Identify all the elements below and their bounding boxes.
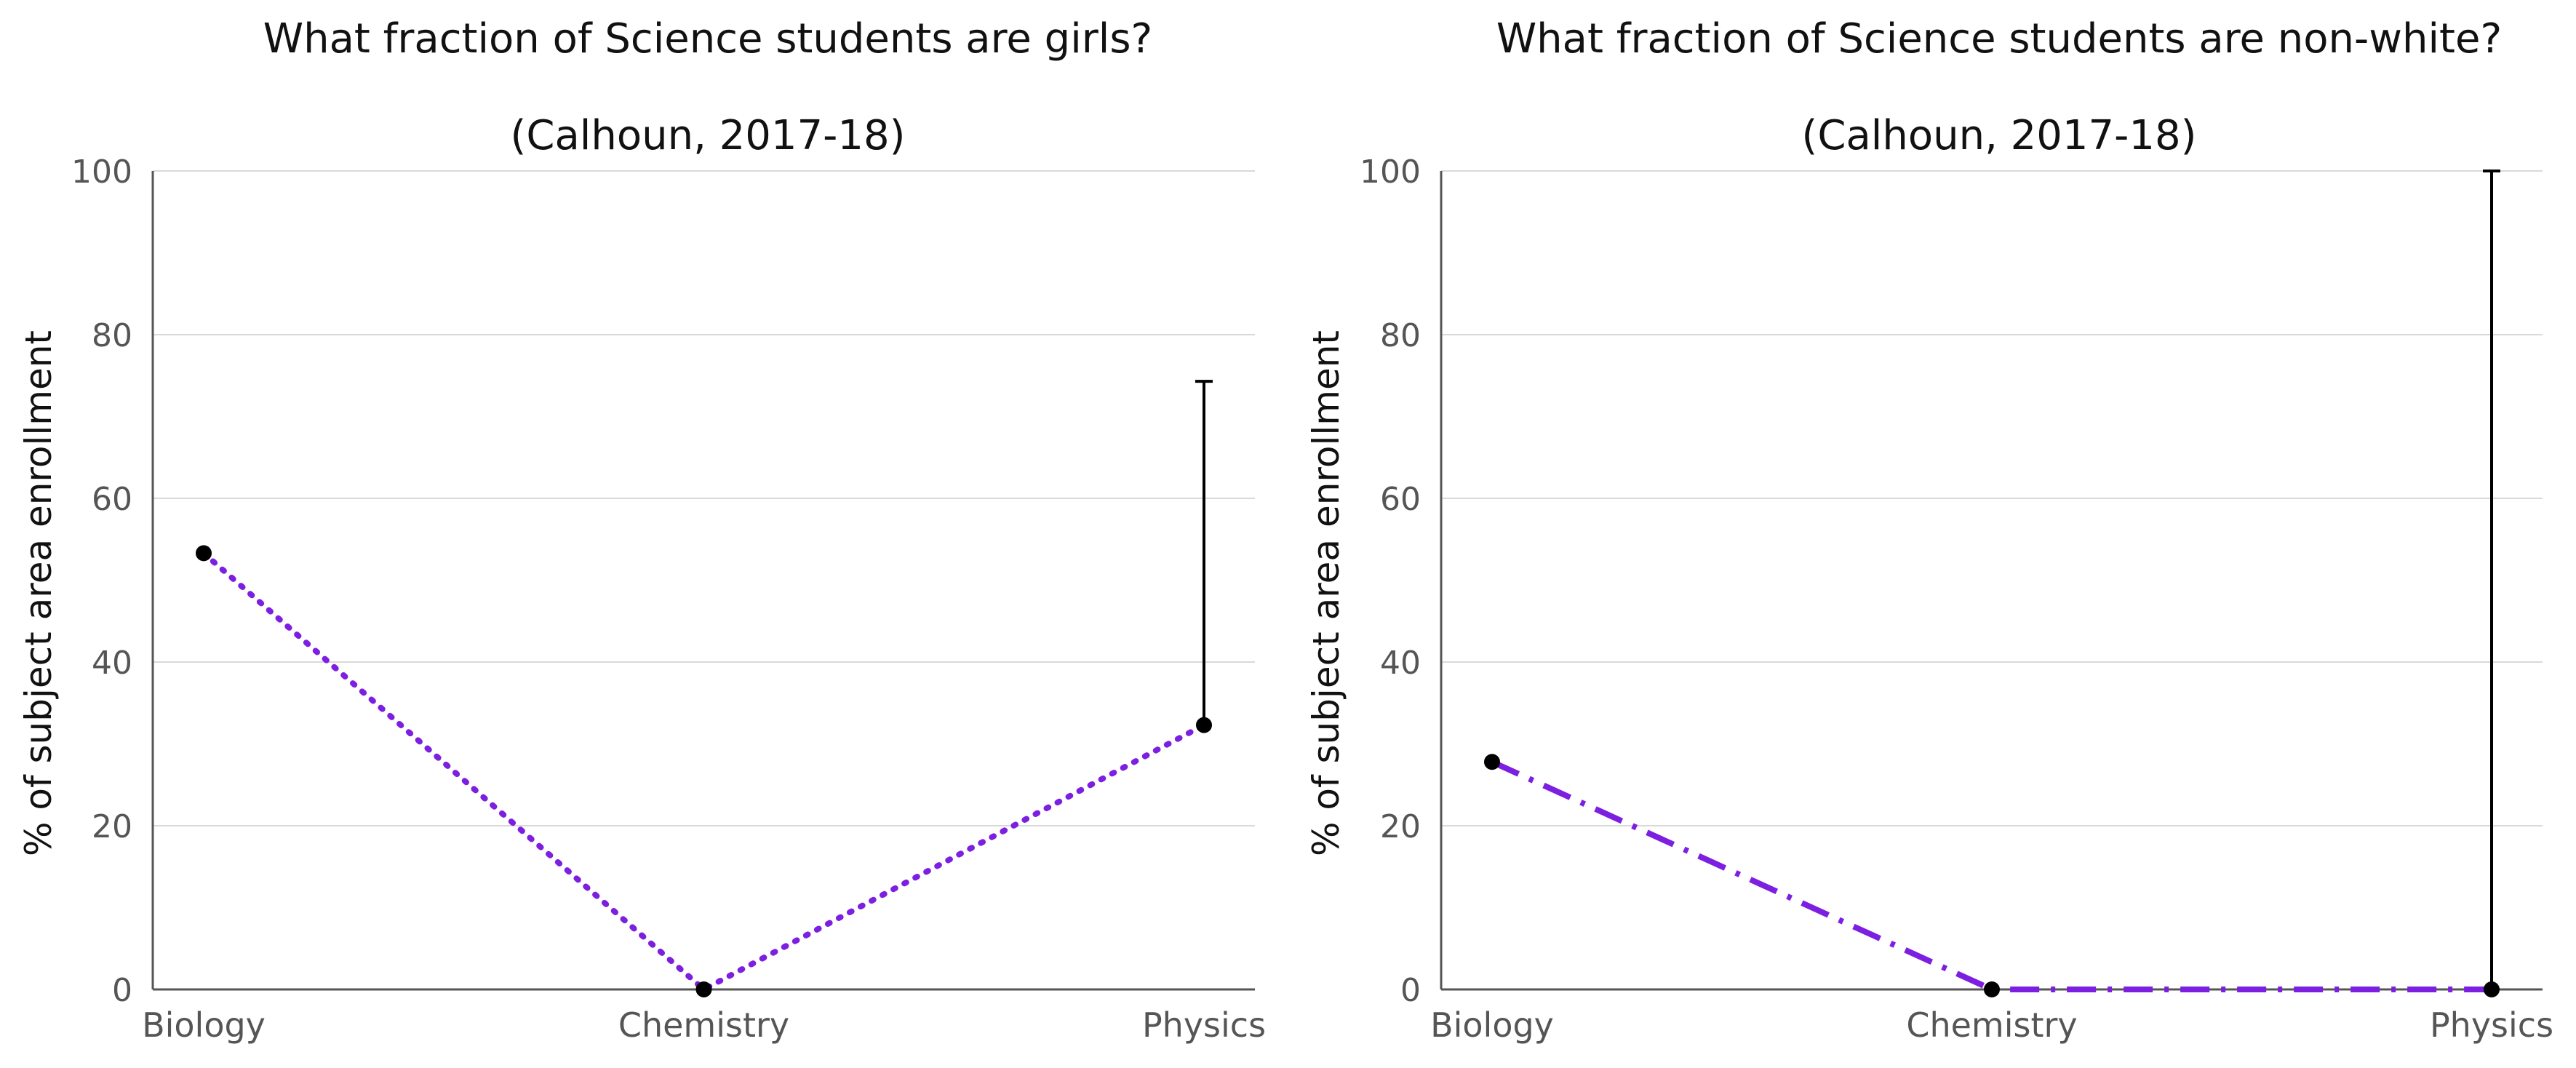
y-tick-label: 60 [1380,481,1421,518]
y-tick-label: 40 [1380,645,1421,682]
chart-title: What fraction of Science students are gi… [263,15,1153,63]
x-tick-label: Biology [142,1005,266,1045]
y-tick-label: 20 [1380,808,1421,845]
x-tick-label: Physics [2430,1005,2553,1045]
y-tick-label: 60 [92,481,132,518]
chart-title: What fraction of Science students are no… [1496,15,2502,63]
chart-panel-1: What fraction of Science students are gi… [17,15,1266,1045]
chart-subtitle: (Calhoun, 2017-18) [1802,112,2197,159]
x-tick-label: Chemistry [1906,1005,2077,1045]
chart-panel-2: What fraction of Science students are no… [1305,15,2553,1045]
series-line [1491,759,2492,992]
chart-subtitle: (Calhoun, 2017-18) [511,112,906,159]
data-point-chemistry [695,981,712,997]
x-tick-label: Biology [1430,1005,1554,1045]
y-tick-label: 80 [92,317,132,354]
y-tick-label: 20 [92,808,132,845]
data-point-chemistry [1984,981,2000,997]
y-tick-label: 0 [112,972,132,1009]
y-tick-label: 80 [1380,317,1421,354]
y-tick-label: 100 [1360,154,1421,191]
series-line [201,550,1207,993]
x-tick-label: Chemistry [618,1005,789,1045]
y-axis-label: % of subject area enrollment [1305,330,1347,856]
y-tick-label: 40 [92,645,132,682]
y-tick-label: 100 [71,154,132,191]
y-axis-label: % of subject area enrollment [17,330,60,856]
data-point-physics [2484,981,2500,997]
y-tick-label: 0 [1400,972,1421,1009]
data-point-biology [1484,754,1500,770]
x-tick-label: Physics [1142,1005,1266,1045]
data-point-biology [196,545,212,562]
data-point-physics [1196,717,1212,733]
